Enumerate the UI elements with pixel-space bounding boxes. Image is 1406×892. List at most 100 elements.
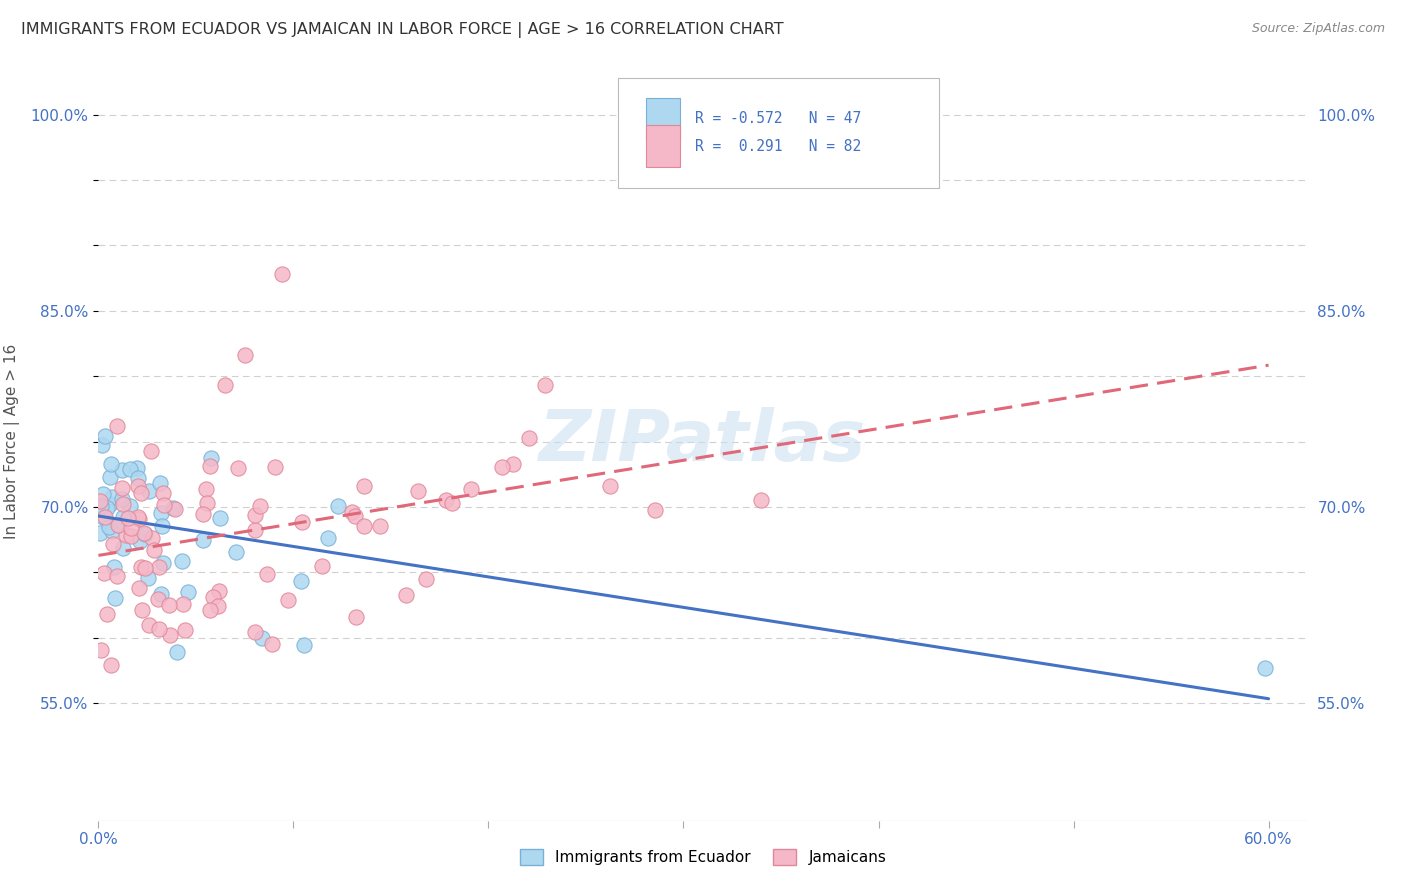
- Point: [118, 462, 141, 476]
- Point: [408, 483, 430, 498]
- FancyBboxPatch shape: [647, 126, 681, 167]
- Point: [311, 559, 333, 574]
- Point: [93, 566, 115, 581]
- Point: [141, 531, 163, 545]
- Point: [264, 460, 287, 475]
- Point: [318, 531, 340, 545]
- Point: [208, 584, 231, 599]
- Point: [94, 509, 117, 524]
- Point: [91, 509, 114, 524]
- Point: [112, 509, 135, 524]
- Point: [143, 542, 166, 557]
- Point: [96, 500, 118, 515]
- Point: [98, 497, 121, 511]
- Point: [89, 525, 111, 540]
- Y-axis label: In Labor Force | Age > 16: In Labor Force | Age > 16: [4, 344, 20, 539]
- Point: [149, 506, 172, 520]
- Point: [103, 537, 125, 551]
- Point: [534, 377, 557, 392]
- Point: [131, 603, 153, 617]
- Point: [132, 525, 155, 540]
- Point: [146, 592, 169, 607]
- Point: [749, 493, 772, 508]
- FancyBboxPatch shape: [619, 78, 939, 187]
- Point: [644, 503, 666, 517]
- Point: [96, 607, 118, 621]
- Point: [111, 463, 134, 477]
- Point: [262, 637, 284, 651]
- Text: Source: ZipAtlas.com: Source: ZipAtlas.com: [1251, 22, 1385, 36]
- Point: [166, 645, 188, 659]
- Point: [270, 267, 292, 281]
- Point: [127, 471, 149, 485]
- Point: [368, 519, 391, 533]
- Point: [344, 610, 367, 624]
- Point: [163, 502, 186, 516]
- Point: [105, 418, 128, 433]
- Point: [104, 591, 127, 606]
- Point: [91, 486, 114, 500]
- Point: [291, 516, 314, 530]
- Point: [100, 457, 122, 471]
- Point: [129, 486, 152, 500]
- Point: [120, 521, 142, 535]
- Point: [152, 557, 174, 571]
- Point: [277, 592, 299, 607]
- Point: [200, 451, 222, 466]
- Point: [344, 509, 367, 524]
- Point: [177, 585, 200, 599]
- Point: [112, 541, 135, 555]
- Point: [103, 559, 125, 574]
- Text: ZIPatlas: ZIPatlas: [540, 407, 866, 476]
- Point: [415, 572, 437, 586]
- Point: [100, 658, 122, 673]
- Point: [125, 461, 148, 475]
- Point: [94, 429, 117, 443]
- Point: [252, 632, 274, 646]
- Point: [201, 590, 224, 604]
- Point: [243, 625, 266, 640]
- Point: [172, 554, 194, 568]
- Point: [136, 570, 159, 584]
- Point: [440, 496, 463, 510]
- Point: [599, 478, 621, 492]
- Point: [226, 461, 249, 475]
- Point: [162, 500, 184, 515]
- Point: [105, 568, 128, 582]
- Point: [97, 520, 120, 534]
- Point: [193, 533, 215, 547]
- Point: [90, 499, 112, 513]
- Point: [209, 510, 232, 524]
- Point: [98, 470, 121, 484]
- Point: [256, 566, 278, 581]
- Point: [90, 643, 112, 657]
- Point: [152, 486, 174, 500]
- Point: [172, 598, 194, 612]
- Point: [157, 599, 180, 613]
- Point: [117, 510, 139, 524]
- Point: [120, 528, 142, 542]
- Point: [120, 500, 142, 514]
- Point: [148, 560, 170, 574]
- Point: [502, 457, 524, 471]
- Point: [243, 523, 266, 537]
- Point: [138, 483, 160, 498]
- Point: [110, 481, 132, 495]
- Point: [148, 622, 170, 636]
- Point: [159, 628, 181, 642]
- Point: [292, 638, 315, 652]
- Point: [89, 494, 111, 508]
- Point: [290, 574, 312, 589]
- Point: [150, 519, 173, 533]
- Point: [194, 482, 217, 496]
- Point: [214, 378, 236, 392]
- Point: [395, 588, 418, 602]
- Point: [152, 498, 174, 512]
- Point: [353, 479, 375, 493]
- Point: [517, 431, 540, 445]
- Point: [134, 560, 156, 574]
- Text: IMMIGRANTS FROM ECUADOR VS JAMAICAN IN LABOR FORCE | AGE > 16 CORRELATION CHART: IMMIGRANTS FROM ECUADOR VS JAMAICAN IN L…: [21, 22, 783, 38]
- Point: [193, 507, 215, 521]
- Point: [111, 491, 134, 506]
- FancyBboxPatch shape: [647, 98, 681, 140]
